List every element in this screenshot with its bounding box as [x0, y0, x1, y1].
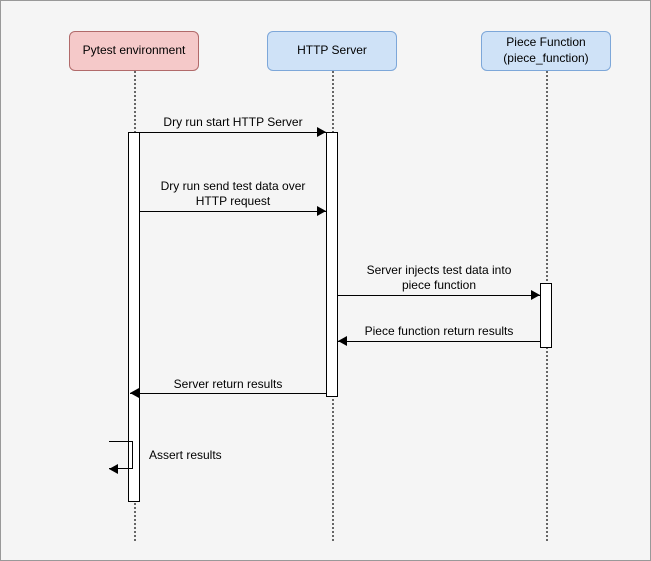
participant-http-server: HTTP Server — [267, 31, 397, 71]
participant-label: Piece Function (piece_function) — [490, 35, 602, 66]
message-label: Assert results — [149, 448, 269, 463]
message-label: Piece function return results — [338, 324, 540, 339]
activation-http-server — [326, 132, 338, 397]
activation-piece-function — [540, 283, 552, 348]
message-arrow — [338, 295, 540, 296]
message-arrow — [338, 341, 540, 342]
message-label: Dry run send test data over HTTP request — [140, 179, 326, 209]
participant-label: HTTP Server — [297, 43, 367, 59]
participant-piece-function: Piece Function (piece_function) — [481, 31, 611, 71]
message-arrow — [130, 393, 326, 394]
message-arrow — [140, 211, 326, 212]
participant-pytest: Pytest environment — [69, 31, 199, 71]
message-label: Server return results — [130, 377, 326, 392]
participant-label: Pytest environment — [83, 43, 186, 59]
arrow-head-icon — [109, 464, 118, 474]
message-label: Dry run start HTTP Server — [140, 115, 326, 130]
message-arrow — [140, 132, 326, 133]
message-label: Server injects test data into piece func… — [338, 263, 540, 293]
sequence-diagram: Pytest environment HTTP Server Piece Fun… — [0, 0, 651, 561]
